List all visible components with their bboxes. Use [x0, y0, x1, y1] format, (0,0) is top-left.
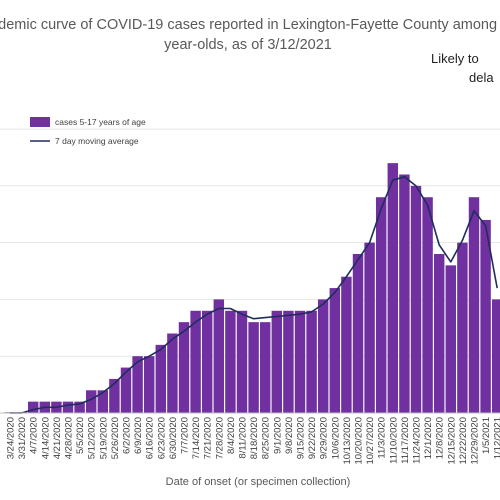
x-tick-label: 10/27/2020 [365, 417, 376, 465]
bar [457, 242, 468, 413]
x-tick-label: 4/14/2020 [40, 417, 51, 459]
x-tick-labels: 3/24/2020 3/31/2020 4/7/2020 4/14/2020 4/21/… [6, 417, 500, 465]
x-tick-label: 12/1/2020 [423, 417, 434, 459]
delay-annotation-line-2: dela [469, 70, 494, 85]
x-tick-label: 6/2/2020 [122, 417, 133, 454]
legend-line-label: 7 day moving average [55, 136, 139, 146]
x-tick-label: 4/28/2020 [64, 417, 75, 459]
bar [225, 310, 236, 413]
x-tick-label: 10/13/2020 [342, 417, 353, 465]
bar [190, 310, 201, 413]
x-tick-label: 7/14/2020 [191, 417, 202, 459]
bar [306, 310, 317, 413]
bar [410, 185, 422, 413]
x-tick-label: 6/16/2020 [145, 417, 156, 459]
x-tick-label: 9/15/2020 [296, 417, 307, 459]
x-tick-label: 8/25/2020 [261, 417, 272, 459]
bar [109, 378, 120, 413]
x-tick-label: 1/12/2021 [493, 417, 500, 459]
x-tick-label: 10/6/2020 [330, 417, 341, 459]
bar [317, 299, 329, 413]
bar [120, 367, 132, 413]
bar [375, 197, 387, 413]
bar [132, 356, 143, 413]
x-tick-label: 7/7/2020 [180, 417, 191, 454]
bar [201, 310, 213, 413]
moving-average-line [10, 176, 498, 414]
bar [433, 254, 445, 413]
x-tick-label: 11/24/2020 [412, 417, 423, 464]
x-tick-label: 7/21/2020 [203, 417, 214, 459]
bar [248, 322, 259, 413]
x-tick-label: 10/20/2020 [354, 417, 365, 465]
legend-bar-swatch [30, 117, 50, 127]
x-tick-label: 8/11/2020 [238, 417, 249, 459]
x-tick-label: 6/30/2020 [168, 417, 179, 459]
x-tick-label: 5/19/2020 [98, 417, 109, 459]
bar [178, 322, 190, 413]
x-tick-label: 5/5/2020 [75, 417, 86, 454]
x-tick-label: 3/31/2020 [17, 417, 28, 459]
x-tick-label: 12/15/2020 [446, 417, 457, 465]
chart-title-line-2: year-olds, as of 3/12/2021 [164, 37, 332, 53]
bar [62, 401, 74, 413]
x-tick-label: 5/12/2020 [87, 417, 98, 459]
bar [283, 310, 294, 413]
x-tick-label: 12/29/2020 [470, 417, 481, 465]
bar [329, 288, 341, 413]
x-tick-label: 11/17/2020 [400, 417, 411, 464]
bar [213, 299, 225, 413]
bar [271, 310, 283, 413]
bar [422, 197, 433, 413]
x-tick-label: 6/23/2020 [156, 417, 167, 459]
bar [155, 344, 167, 413]
bar [167, 333, 178, 413]
bar [445, 265, 457, 413]
bar [85, 390, 97, 413]
chart-title-line-1: pidemic curve of COVID-19 cases reported… [0, 17, 500, 33]
x-tick-label: 9/8/2020 [284, 417, 295, 454]
x-tick-label: 8/18/2020 [249, 417, 260, 459]
x-tick-label: 12/22/2020 [458, 417, 469, 465]
x-tick-label: 5/26/2020 [110, 417, 121, 459]
bar [364, 242, 375, 413]
bar [259, 322, 271, 413]
bar [97, 390, 109, 413]
delay-annotation-line-1: Likely to [431, 51, 479, 66]
x-axis-title: Date of onset (or specimen collection) [166, 476, 351, 488]
bar [294, 310, 306, 413]
bar [468, 197, 480, 413]
x-tick-label: 1/5/2021 [481, 417, 492, 454]
bar [341, 276, 352, 413]
bar [387, 163, 399, 413]
x-tick-label: 3/24/2020 [6, 417, 17, 459]
x-tick-label: 12/8/2020 [435, 417, 446, 459]
bar [491, 299, 500, 413]
bar [236, 310, 248, 413]
x-tick-label: 6/9/2020 [133, 417, 144, 454]
bar [143, 356, 155, 413]
bar [480, 219, 491, 413]
x-tick-label: 11/3/2020 [377, 417, 388, 459]
bar [27, 401, 39, 413]
x-tick-label: 4/21/2020 [52, 417, 63, 459]
x-tick-label: 11/10/2020 [388, 417, 399, 464]
x-tick-label: 9/1/2020 [272, 417, 283, 454]
x-tick-label: 4/7/2020 [29, 417, 40, 454]
x-tick-label: 8/4/2020 [226, 417, 237, 454]
bar [399, 174, 410, 413]
bar [74, 401, 85, 413]
legend-bar-label: cases 5-17 years of age [55, 117, 146, 127]
x-tick-label: 9/22/2020 [307, 417, 318, 459]
bar [352, 254, 364, 413]
x-tick-label: 9/29/2020 [319, 417, 330, 459]
bar-series [4, 163, 500, 413]
x-tick-label: 7/28/2020 [214, 417, 225, 459]
